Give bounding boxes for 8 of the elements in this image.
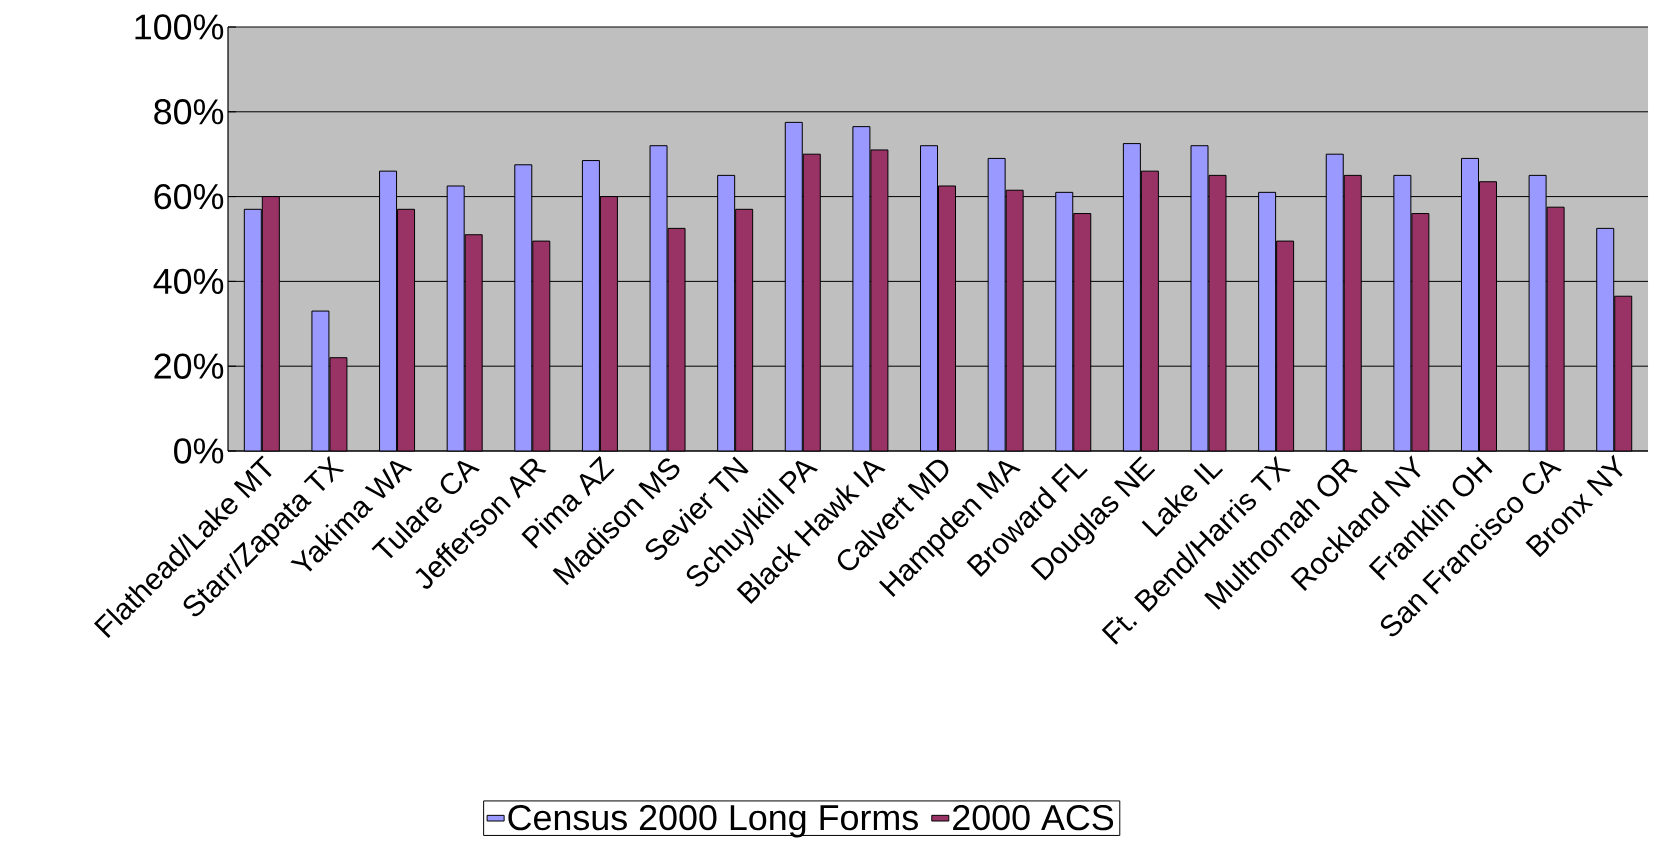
y-tick-label: 40% xyxy=(153,268,224,295)
y-tick-label: 20% xyxy=(154,353,224,379)
legend-label: 2000 ACS xyxy=(953,804,1114,831)
y-tick-label: 80% xyxy=(154,99,224,125)
legend-label: Census 2000 Long Forms xyxy=(508,804,918,838)
y-tick-label: 0% xyxy=(174,438,224,464)
y-tick-label: 100% xyxy=(135,14,224,40)
y-tick-label: 60% xyxy=(154,183,224,210)
